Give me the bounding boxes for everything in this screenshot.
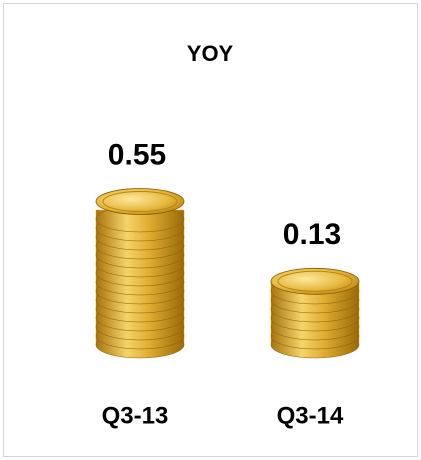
value-label: 0.55 <box>108 138 166 171</box>
coin-stack <box>271 268 359 358</box>
coin-stack <box>96 189 184 359</box>
coin-face <box>271 268 359 294</box>
chart-title: YOY <box>187 41 234 66</box>
chart: YOY 0.55 Q3-13 0.13 Q3-14 <box>0 0 421 460</box>
x-tick-label: Q3-14 <box>277 402 344 429</box>
value-label: 0.13 <box>283 218 341 251</box>
coin-face <box>96 189 184 215</box>
panel <box>4 4 418 457</box>
x-tick-label: Q3-13 <box>102 402 169 429</box>
